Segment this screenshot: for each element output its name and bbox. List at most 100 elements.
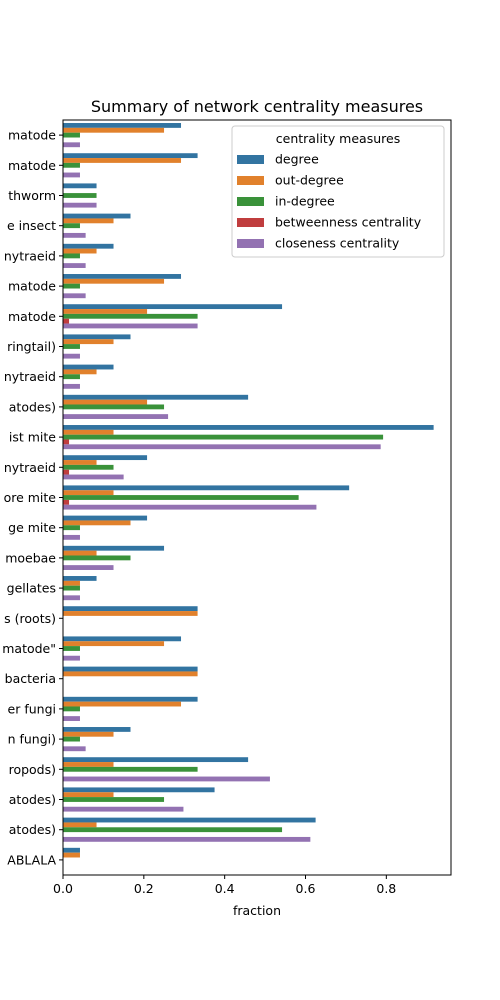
bar-out-degree-0 <box>63 127 165 133</box>
bar-degree-22 <box>63 787 215 793</box>
y-tick-label: er fungi <box>8 701 56 716</box>
legend-box <box>231 125 445 258</box>
bar-closeness-centrality-10 <box>63 444 381 450</box>
bar-closeness-centrality-4 <box>63 263 86 268</box>
y-tick-label: thworm <box>8 188 56 203</box>
bar-closeness-centrality-7 <box>63 353 80 359</box>
bar-in-degree-20 <box>63 736 80 742</box>
bar-in-degree-19 <box>63 706 80 712</box>
bar-closeness-centrality-17 <box>63 655 80 661</box>
bar-in-degree-22 <box>63 797 165 802</box>
bar-degree-18 <box>63 666 198 672</box>
bar-out-degree-12 <box>63 490 114 496</box>
bar-out-degree-6 <box>63 309 148 314</box>
bar-out-degree-14 <box>63 550 97 556</box>
bar-closeness-centrality-1 <box>63 172 80 178</box>
bar-out-degree-5 <box>63 278 165 284</box>
bar-closeness-centrality-23 <box>63 836 311 842</box>
bar-degree-4 <box>63 243 114 249</box>
bar-closeness-centrality-6 <box>63 323 198 329</box>
legend-label-degree: degree <box>275 152 319 167</box>
bar-out-degree-23 <box>63 822 97 828</box>
bar-degree-11 <box>63 455 148 461</box>
bar-closeness-centrality-3 <box>63 232 86 238</box>
legend-label-betweenness-centrality: betweenness centrality <box>275 215 422 230</box>
legend-swatch-in-degree <box>237 197 264 206</box>
bar-degree-24 <box>63 847 80 853</box>
y-tick-label: matode <box>8 158 56 173</box>
x-tick-label: 0.0 <box>53 881 73 896</box>
bar-betweenness-centrality-6 <box>63 318 70 324</box>
x-axis-label: fraction <box>233 903 281 918</box>
bar-out-degree-21 <box>63 762 114 767</box>
y-tick-label: nytraeid <box>4 369 56 384</box>
bar-closeness-centrality-2 <box>63 202 97 208</box>
bar-out-degree-22 <box>63 792 114 798</box>
bar-in-degree-3 <box>63 223 80 229</box>
bar-degree-7 <box>63 334 131 340</box>
bar-degree-20 <box>63 727 131 732</box>
y-tick-label: gellates <box>7 581 56 596</box>
bar-in-degree-0 <box>63 132 80 138</box>
y-tick-label: matode <box>8 309 56 324</box>
bar-in-degree-4 <box>63 253 80 259</box>
bar-closeness-centrality-12 <box>63 504 317 510</box>
x-tick-label: 0.8 <box>376 881 396 896</box>
bar-in-degree-10 <box>63 434 384 440</box>
bar-closeness-centrality-14 <box>63 565 114 570</box>
bar-out-degree-4 <box>63 248 97 254</box>
bar-degree-13 <box>63 515 148 521</box>
bar-closeness-centrality-22 <box>63 806 184 812</box>
y-tick-label: moebae <box>5 550 56 565</box>
y-tick-label: atodes) <box>9 822 56 837</box>
bar-in-degree-2 <box>63 193 97 198</box>
legend-label-out-degree: out-degree <box>275 173 344 188</box>
bar-out-degree-17 <box>63 641 165 647</box>
y-tick-label: matode <box>8 279 56 294</box>
bar-out-degree-24 <box>63 852 80 858</box>
x-tick-label: 0.4 <box>215 881 235 896</box>
bar-in-degree-8 <box>63 374 80 380</box>
bar-closeness-centrality-13 <box>63 534 80 540</box>
bar-in-degree-13 <box>63 525 80 531</box>
y-tick-label: matode <box>8 128 56 143</box>
bar-in-degree-11 <box>63 464 114 470</box>
bar-out-degree-11 <box>63 460 97 465</box>
bar-degree-3 <box>63 213 131 219</box>
y-tick-label: ge mite <box>8 520 56 535</box>
bar-out-degree-7 <box>63 339 114 345</box>
legend: centrality measures degree out-degree in-d… <box>231 125 445 258</box>
bar-closeness-centrality-11 <box>63 474 124 480</box>
y-tick-label: ringtail) <box>7 339 56 354</box>
bar-degree-14 <box>63 545 165 551</box>
bar-out-degree-13 <box>63 520 131 526</box>
bar-out-degree-9 <box>63 399 148 405</box>
bar-degree-21 <box>63 757 249 763</box>
y-ticks-group: matode matode thworm e insect nytraeid matode… <box>2 128 63 867</box>
bar-degree-19 <box>63 696 198 702</box>
y-tick-label: bacteria <box>5 671 56 686</box>
bars-group <box>63 123 434 858</box>
bar-degree-1 <box>63 153 198 159</box>
bar-betweenness-centrality-12 <box>63 499 70 505</box>
bar-degree-8 <box>63 364 114 370</box>
legend-title: centrality measures <box>276 131 400 146</box>
y-tick-label: nytraeid <box>4 460 56 475</box>
y-tick-label: ist mite <box>9 430 56 445</box>
x-ticks-group: 0.0 0.2 0.4 0.6 0.8 <box>53 875 396 896</box>
y-tick-label: ABLALA <box>7 852 56 867</box>
bar-degree-2 <box>63 183 97 189</box>
legend-swatch-betweenness-centrality <box>237 218 264 227</box>
bar-in-degree-1 <box>63 162 80 168</box>
chart-title: Summary of network centrality measures <box>91 97 423 116</box>
y-tick-label: ropods) <box>9 762 56 777</box>
x-tick-label: 0.2 <box>134 881 154 896</box>
bar-closeness-centrality-0 <box>63 142 80 148</box>
y-tick-label: e insect <box>7 218 56 233</box>
bar-degree-16 <box>63 606 198 612</box>
legend-swatch-out-degree <box>237 176 264 185</box>
bar-degree-17 <box>63 636 182 642</box>
legend-swatch-degree <box>237 155 264 164</box>
y-tick-label: atodes) <box>9 792 56 807</box>
